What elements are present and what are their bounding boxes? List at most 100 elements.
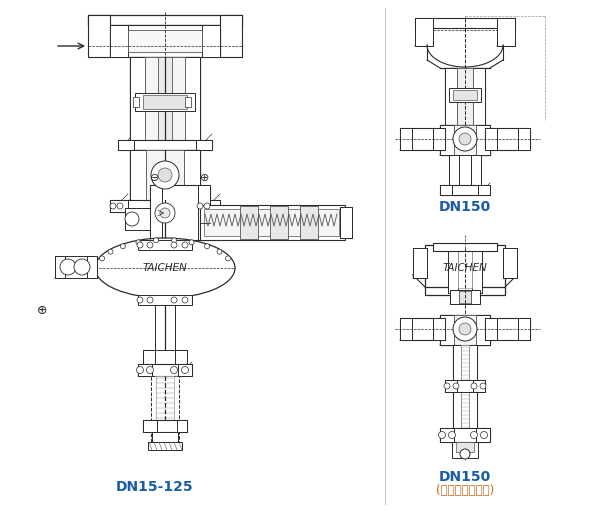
Text: ⊕: ⊕ (200, 173, 209, 183)
Bar (497, 18, 515, 46)
Circle shape (459, 323, 471, 335)
Bar (478, 185, 490, 195)
Bar (476, 125, 490, 155)
Bar (518, 128, 530, 150)
Bar (133, 97, 139, 107)
Bar (415, 18, 433, 46)
Bar (458, 248, 472, 288)
Ellipse shape (95, 238, 235, 298)
Bar (300, 206, 318, 239)
Bar (150, 185, 210, 240)
Circle shape (459, 133, 471, 145)
Bar (471, 290, 480, 304)
Bar (150, 185, 162, 240)
Circle shape (453, 383, 459, 389)
Bar (198, 185, 210, 240)
Bar (450, 290, 480, 304)
Bar (87, 256, 97, 278)
Bar (440, 315, 490, 345)
Bar (448, 245, 482, 293)
Bar (425, 245, 505, 295)
Bar (340, 207, 352, 238)
Bar (497, 18, 515, 46)
Bar (185, 97, 191, 107)
Circle shape (439, 432, 445, 438)
Circle shape (100, 256, 104, 261)
Bar (503, 248, 517, 278)
Bar (143, 420, 157, 432)
Bar (485, 128, 497, 150)
Bar (473, 380, 485, 392)
Circle shape (182, 242, 188, 248)
Circle shape (481, 432, 487, 438)
Circle shape (205, 244, 209, 249)
Bar (400, 128, 412, 150)
Bar (130, 57, 145, 147)
Bar (118, 140, 134, 150)
Bar (456, 442, 474, 452)
Bar (445, 380, 485, 392)
Circle shape (460, 449, 470, 459)
Bar (185, 57, 200, 147)
Circle shape (147, 297, 153, 303)
Bar (143, 420, 187, 432)
Bar (452, 442, 478, 458)
Bar (454, 125, 476, 155)
Circle shape (146, 367, 154, 373)
Circle shape (444, 383, 450, 389)
Bar (485, 128, 530, 150)
Bar (485, 318, 530, 340)
Bar (118, 140, 212, 150)
Bar (485, 318, 497, 340)
Bar (88, 15, 242, 25)
Bar (152, 432, 178, 442)
Bar (503, 248, 517, 278)
Text: ⊕: ⊕ (37, 304, 47, 316)
Bar (469, 345, 477, 430)
Bar (110, 25, 128, 57)
Bar (453, 345, 477, 430)
Bar (125, 208, 150, 230)
Circle shape (121, 244, 125, 249)
Circle shape (182, 297, 188, 303)
Text: DN150: DN150 (439, 470, 491, 484)
Circle shape (137, 367, 143, 373)
Bar (138, 364, 152, 376)
Circle shape (453, 127, 477, 151)
Bar (476, 315, 490, 345)
Text: TAICHEN: TAICHEN (143, 263, 187, 273)
Bar (400, 318, 445, 340)
Bar (472, 245, 482, 293)
Bar (457, 68, 473, 130)
Bar (433, 243, 497, 251)
Bar (440, 125, 454, 155)
Bar (184, 150, 200, 200)
Circle shape (171, 297, 177, 303)
Bar (204, 209, 339, 236)
Bar (413, 248, 427, 278)
Bar (440, 315, 454, 345)
Circle shape (449, 432, 455, 438)
Circle shape (137, 242, 143, 248)
Circle shape (453, 317, 477, 341)
Bar (440, 428, 490, 442)
Circle shape (470, 432, 478, 438)
Bar (177, 420, 187, 432)
Bar (130, 150, 200, 200)
Bar (270, 206, 288, 239)
Circle shape (154, 238, 158, 243)
Circle shape (60, 259, 76, 275)
Circle shape (151, 161, 179, 189)
Bar (220, 15, 242, 57)
Bar (135, 93, 195, 111)
Text: DN150: DN150 (439, 200, 491, 214)
Circle shape (158, 168, 172, 182)
Circle shape (182, 367, 188, 373)
Text: (带有阀体加长件): (带有阀体加长件) (436, 484, 494, 498)
Bar (138, 364, 192, 376)
Bar (415, 18, 515, 28)
Circle shape (197, 203, 203, 209)
Bar (450, 290, 459, 304)
Bar (440, 428, 454, 442)
Bar (440, 185, 452, 195)
